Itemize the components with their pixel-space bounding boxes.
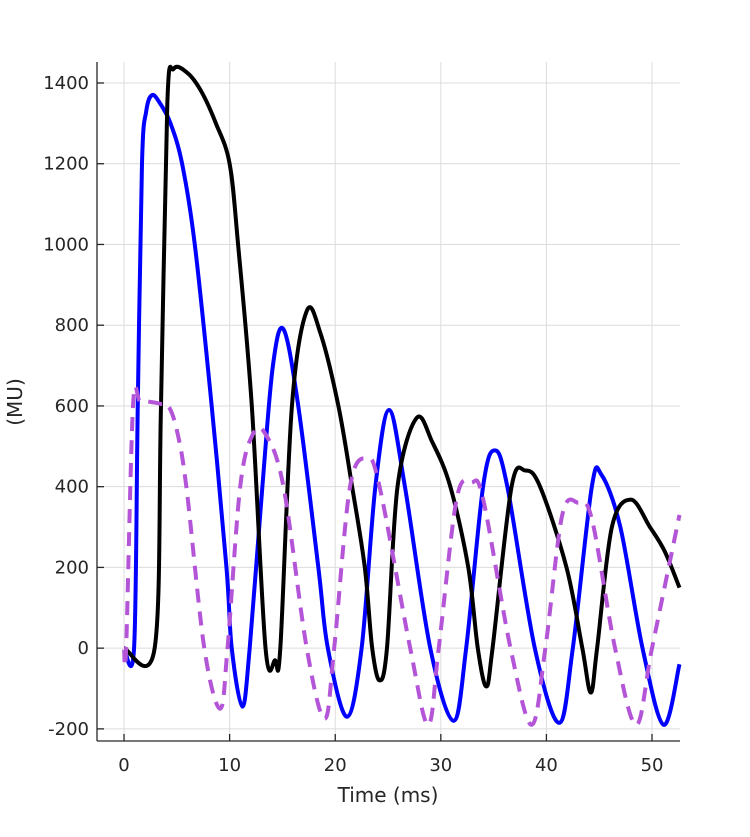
series-line-0 [122,92,682,727]
x-tick-label: 10 [218,755,241,776]
x-tick-label: 20 [324,755,347,776]
grid [97,62,680,741]
y-axis-label: (MU) [3,378,27,426]
y-tick-label: 0 [78,638,89,659]
x-tick-label: 40 [535,755,558,776]
y-tick-label: 800 [55,315,89,336]
x-tick-label: 0 [118,755,129,776]
y-tick-label: 1000 [43,234,89,255]
x-tick-label: 30 [429,755,452,776]
y-tick-label: -200 [48,719,89,740]
series-line-1 [123,64,682,695]
y-tick-label: 600 [55,396,89,417]
y-tick-label: 1400 [43,73,89,94]
x-tick-label: 50 [641,755,664,776]
series-group [122,64,682,727]
x-axis-label: Time (ms) [337,783,439,807]
y-tick-label: 400 [55,477,89,498]
series-line-2 [122,384,682,727]
y-tick-label: 200 [55,557,89,578]
axes [96,62,680,742]
y-tick-label: 1200 [43,154,89,175]
ticks: 0 10 20 30 40 50 -200 0 200 400 600 800 1000 1200 1400 [43,73,663,776]
